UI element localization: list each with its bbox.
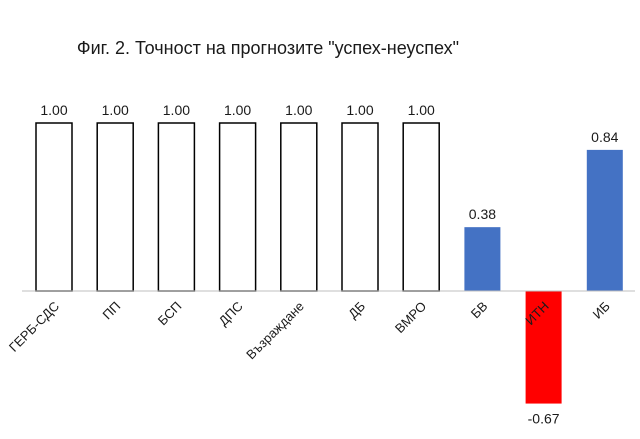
x-tick-label-бсп: БСП bbox=[155, 299, 185, 329]
data-label-вмро: 1.00 bbox=[408, 102, 435, 118]
bar-иб bbox=[586, 149, 623, 291]
data-label-дб: 1.00 bbox=[346, 102, 373, 118]
bar-бв bbox=[464, 227, 501, 291]
x-tick-label-дб: ДБ bbox=[345, 299, 368, 322]
bar-пп bbox=[96, 122, 134, 292]
x-tick-label-възраждане: Възраждане bbox=[243, 299, 307, 363]
labels-layer: 1.00 1.00 1.00 1.00 1.00 1.00 1.00 0.38 -0.67 0.8… bbox=[40, 102, 618, 427]
x-tick-label-дпс: ДПС bbox=[216, 299, 246, 329]
bar-бсп bbox=[157, 122, 196, 292]
x-tick-label-бв: БВ bbox=[468, 299, 491, 322]
x-tick-label-иб: ИБ bbox=[590, 299, 613, 322]
x-tick-label-пп: ПП bbox=[100, 299, 124, 323]
chart-title: Фиг. 2. Точност на прогнозите "успех-неу… bbox=[77, 38, 459, 58]
bar-възраждане bbox=[280, 122, 318, 292]
bar-дб bbox=[341, 122, 379, 292]
data-label-герб-сдс: 1.00 bbox=[40, 102, 67, 118]
x-tick-label-герб-сдс: ГЕРБ-СДС bbox=[6, 299, 62, 355]
bars-layer bbox=[35, 122, 623, 404]
data-label-пп: 1.00 bbox=[102, 102, 129, 118]
data-label-бв: 0.38 bbox=[469, 206, 496, 222]
bar-вмро bbox=[402, 122, 440, 292]
bar-итн bbox=[525, 291, 562, 404]
data-label-дпс: 1.00 bbox=[224, 102, 251, 118]
data-label-иб: 0.84 bbox=[591, 129, 618, 145]
data-label-итн: -0.67 bbox=[528, 411, 560, 427]
data-label-възраждане: 1.00 bbox=[285, 102, 312, 118]
bar-герб-сдс bbox=[35, 122, 73, 292]
x-tick-label-вмро: ВМРО bbox=[392, 299, 429, 336]
data-label-бсп: 1.00 bbox=[163, 102, 190, 118]
bar-дпс bbox=[218, 122, 257, 292]
